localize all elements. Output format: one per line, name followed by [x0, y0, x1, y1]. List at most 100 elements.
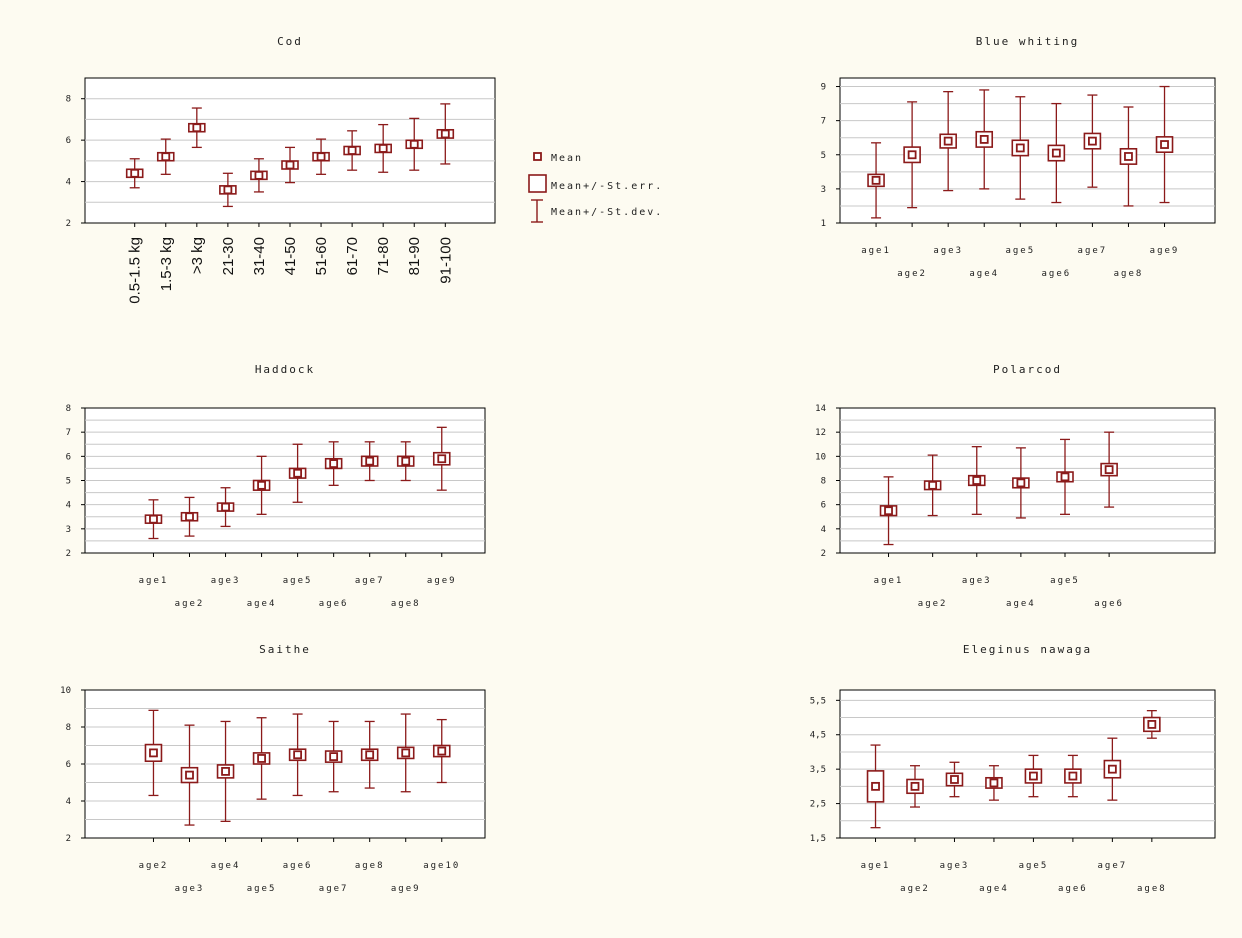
mean-marker [871, 781, 880, 791]
y-tick-label: 8 [66, 404, 71, 414]
x-tick-label: age1 [861, 246, 891, 256]
y-tick-label: 2,5 [810, 800, 826, 810]
legend-mean-label: Mean [551, 153, 583, 164]
mean-marker [910, 781, 920, 791]
x-tick-label: age5 [1005, 246, 1035, 256]
mean-marker [221, 502, 230, 512]
mean-marker [437, 746, 447, 756]
x-tick-label: age3 [940, 861, 970, 871]
x-tick-label: 81-90 [406, 237, 423, 275]
x-tick-label: age8 [1137, 884, 1167, 894]
legend-se-label: Mean+/-St.err. [551, 181, 663, 192]
y-tick-label: 2 [66, 834, 71, 844]
y-tick-label: 2 [821, 549, 826, 559]
x-tick-label: 61-70 [344, 237, 361, 275]
mean-marker [285, 160, 295, 170]
x-tick-label: age10 [423, 861, 460, 871]
mean-marker [1124, 152, 1133, 161]
mean-marker [130, 168, 140, 178]
mean-marker [409, 139, 419, 149]
x-tick-label: age7 [319, 884, 349, 894]
y-tick-label: 1,5 [810, 834, 826, 844]
x-tick-label: age5 [283, 576, 313, 586]
y-tick-label: 3 [821, 185, 826, 195]
mean-marker [347, 146, 357, 155]
x-tick-label: age7 [355, 576, 385, 586]
y-tick-label: 6 [821, 501, 826, 511]
x-tick-label: age6 [283, 861, 313, 871]
x-tick-label: 51-60 [313, 237, 330, 275]
mean-marker [329, 459, 339, 468]
y-tick-label: 12 [815, 428, 826, 438]
x-tick-label: 21-30 [220, 237, 237, 275]
x-tick-label: age3 [933, 246, 963, 256]
mean-marker [950, 775, 959, 784]
mean-marker [989, 778, 999, 788]
panel-saithe: Saithe 2 4 6 8 10 age2 age3 age4 age5 age6 age7 age8… [60, 643, 486, 894]
legend-sd-label: Mean+/-St.dev. [551, 207, 663, 218]
mean-marker [185, 512, 194, 522]
legend-se-icon [528, 174, 547, 193]
x-tick-label: age6 [1058, 884, 1088, 894]
panel-eleginus-nawaga: Eleginus nawaga 1,5 2,5 3,5 4,5 5,5 age1 age2 ag… [810, 643, 1216, 894]
mean-marker [161, 152, 171, 162]
y-tick-label: 5,5 [810, 696, 826, 706]
x-tick-label: age5 [1019, 861, 1049, 871]
x-tick-label: 0.5-1.5 kg [127, 237, 144, 304]
y-tick-label: 4 [66, 797, 71, 807]
mean-marker [401, 456, 411, 466]
chart-title: Polarcod [993, 363, 1062, 376]
plot-area [839, 689, 1216, 839]
x-tick-label: 91-100 [437, 237, 454, 284]
mean-marker [437, 454, 447, 464]
y-tick-label: 3 [66, 525, 71, 535]
mean-marker [293, 468, 303, 478]
mean-marker [192, 123, 202, 133]
x-tick-label: age7 [1098, 861, 1128, 871]
x-tick-label: age9 [391, 884, 421, 894]
mean-marker [1147, 720, 1157, 729]
mean-marker [943, 136, 953, 146]
mean-marker [223, 185, 233, 195]
x-tick-label: age4 [979, 884, 1009, 894]
chart-title: Saithe [259, 643, 311, 656]
y-tick-label: 4 [66, 178, 71, 188]
x-tick-label: >3 kg [189, 237, 206, 274]
y-tick-label: 4,5 [810, 731, 826, 741]
y-tick-label: 6 [66, 760, 71, 770]
mean-marker [257, 480, 266, 490]
x-tick-label: age8 [1114, 269, 1144, 279]
y-tick-label: 8 [821, 477, 826, 487]
mean-marker [1088, 136, 1097, 146]
mean-marker [365, 750, 375, 760]
x-tick-label: age7 [1078, 246, 1108, 256]
x-tick-label: age2 [139, 861, 169, 871]
y-tick-label: 6 [66, 136, 71, 146]
x-tick-label: age4 [969, 269, 999, 279]
mean-marker [365, 456, 375, 466]
x-tick-label: age2 [897, 269, 927, 279]
legend: Mean Mean+/-St.err. Mean+/-St.dev. [528, 152, 663, 223]
y-tick-label: 2 [66, 549, 71, 559]
x-tick-label: age8 [355, 861, 385, 871]
mean-marker [972, 476, 982, 485]
y-tick-label: 9 [821, 83, 826, 93]
x-tick-label: age5 [1050, 576, 1080, 586]
x-tick-label: age9 [1150, 246, 1180, 256]
x-tick-label: age2 [900, 884, 930, 894]
mean-marker [1107, 764, 1117, 774]
mean-marker [1160, 140, 1169, 149]
x-tick-label: age1 [861, 861, 891, 871]
x-tick-label: age3 [211, 576, 241, 586]
y-tick-label: 1 [821, 219, 826, 229]
x-tick-label: age1 [139, 576, 169, 586]
mean-marker [1029, 771, 1038, 781]
panel-cod: Cod 2 4 6 8 0.5-1.5 kg 1.5-3 kg >3 kg 21-30 31-40… [66, 35, 496, 304]
x-tick-label: age9 [427, 576, 457, 586]
y-tick-label: 5 [821, 151, 826, 161]
mean-marker [149, 748, 158, 758]
mean-marker [884, 506, 893, 516]
mean-marker [928, 480, 938, 490]
x-tick-label: age2 [918, 599, 948, 609]
y-tick-label: 8 [66, 723, 71, 733]
